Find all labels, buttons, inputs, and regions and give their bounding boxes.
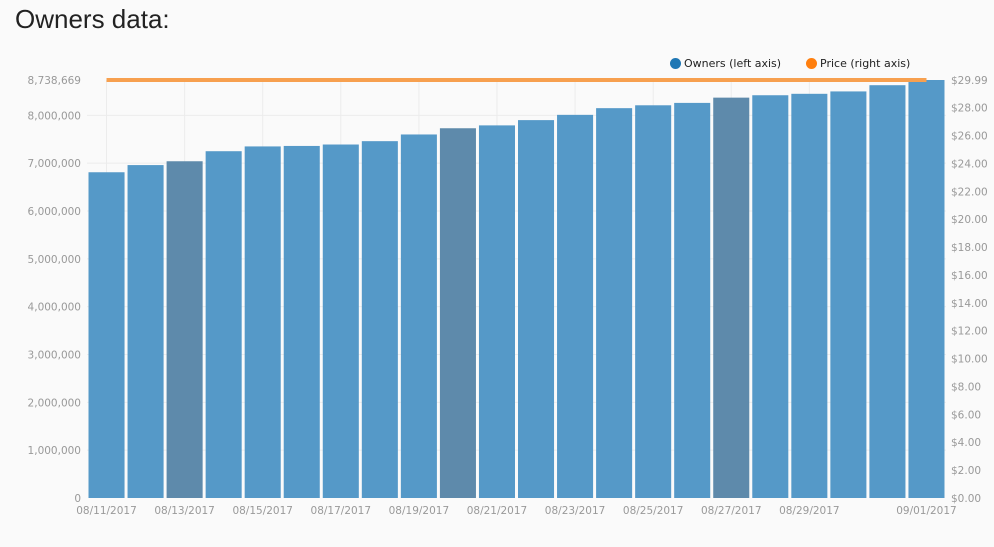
- x-tick-label: 08/15/2017: [232, 505, 293, 517]
- left-tick-label: 6,000,000: [28, 206, 81, 218]
- legend-owners[interactable]: Owners (left axis): [670, 57, 781, 70]
- right-tick-label: $20.00: [951, 214, 988, 226]
- right-tick-label: $29.99: [951, 75, 988, 87]
- x-tick-label: 08/27/2017: [701, 505, 762, 517]
- owners-bar: [244, 146, 281, 498]
- right-tick-label: $24.00: [951, 158, 988, 170]
- legend-price-label: Price (right axis): [820, 57, 911, 70]
- right-tick-label: $0.00: [951, 493, 981, 505]
- x-tick-label: 08/13/2017: [154, 505, 215, 517]
- owners-bar: [361, 141, 398, 498]
- left-tick-label: 1,000,000: [28, 445, 81, 457]
- x-tick-label: 08/17/2017: [311, 505, 372, 517]
- right-tick-label: $4.00: [951, 437, 981, 449]
- owners-bar: [869, 85, 906, 499]
- owners-bar: [596, 108, 633, 498]
- owners-legend-dot-icon: [670, 58, 681, 69]
- left-tick-label: 3,000,000: [28, 349, 81, 361]
- x-tick-label: 08/21/2017: [467, 505, 528, 517]
- owners-bar: [908, 80, 945, 498]
- right-tick-label: $16.00: [951, 270, 988, 282]
- right-tick-label: $8.00: [951, 381, 981, 393]
- x-tick-label: 08/11/2017: [76, 505, 137, 517]
- right-tick-label: $10.00: [951, 354, 988, 366]
- right-tick-label: $26.00: [951, 131, 988, 143]
- x-tick-label: 08/25/2017: [623, 505, 684, 517]
- left-tick-label: 0: [74, 493, 81, 505]
- owners-bar: [400, 134, 437, 498]
- x-tick-label: 09/01/2017: [896, 505, 957, 517]
- left-tick-label: 8,738,669: [28, 75, 81, 87]
- legend-owners-label: Owners (left axis): [684, 57, 782, 70]
- owners-bar: [635, 105, 672, 498]
- owners-bar: [166, 161, 203, 499]
- x-tick-label: 08/29/2017: [779, 505, 840, 517]
- price-legend-dot-icon: [806, 58, 817, 69]
- owners-bar: [205, 151, 242, 498]
- right-tick-label: $6.00: [951, 409, 981, 421]
- right-tick-label: $18.00: [951, 242, 988, 254]
- owners-bar: [322, 144, 359, 498]
- right-tick-label: $12.00: [951, 326, 988, 338]
- x-tick-label: 08/19/2017: [389, 505, 450, 517]
- owners-bar: [830, 91, 867, 498]
- page-title: Owners data:: [15, 4, 170, 34]
- right-tick-label: $2.00: [951, 465, 981, 477]
- right-tick-label: $14.00: [951, 298, 988, 310]
- owners-bar: [791, 93, 828, 498]
- owners-bar: [518, 120, 555, 498]
- left-tick-label: 7,000,000: [28, 158, 81, 170]
- owners-bar: [752, 95, 789, 498]
- owners-bar: [713, 97, 750, 499]
- owners-bar: [557, 114, 594, 498]
- right-tick-label: $28.00: [951, 103, 988, 115]
- x-tick-label: 08/23/2017: [545, 505, 606, 517]
- owners-bar: [283, 145, 320, 498]
- legend-price[interactable]: Price (right axis): [806, 57, 910, 70]
- left-tick-label: 5,000,000: [28, 254, 81, 266]
- left-tick-label: 2,000,000: [28, 397, 81, 409]
- owners-bar: [439, 128, 476, 498]
- left-tick-label: 4,000,000: [28, 302, 81, 314]
- owners-bar: [478, 125, 515, 498]
- owners-bar: [127, 165, 164, 498]
- right-tick-label: $22.00: [951, 186, 988, 198]
- left-tick-label: 8,000,000: [28, 110, 81, 122]
- owners-bar: [88, 172, 125, 498]
- owners-bar: [674, 102, 711, 498]
